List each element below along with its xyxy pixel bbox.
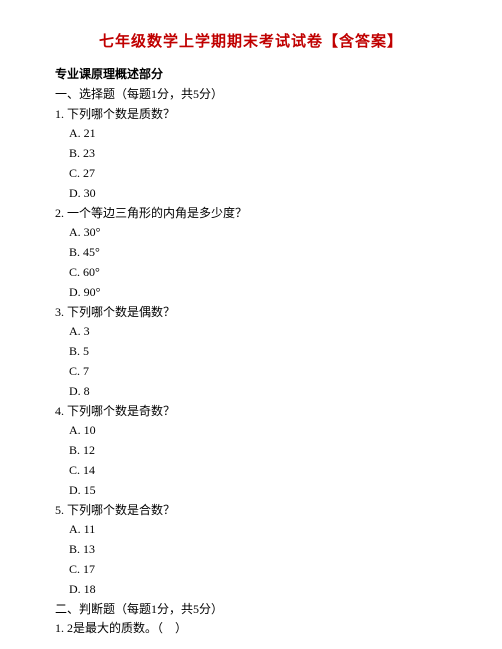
q2-stem: 2. 一个等边三角形的内角是多少度？	[55, 204, 447, 224]
q1-stem: 1. 下列哪个数是质数？	[55, 105, 447, 125]
q1-d: D. 30	[55, 184, 447, 204]
j1: 1. 2是最大的质数。（ ）	[55, 619, 447, 639]
q2-a: A. 30°	[55, 223, 447, 243]
section-choice: 一、选择题（每题1分，共5分）	[55, 85, 447, 105]
q4-stem: 4. 下列哪个数是奇数？	[55, 402, 447, 422]
q1-c: C. 27	[55, 164, 447, 184]
page-title: 七年级数学上学期期末考试试卷【含答案】	[55, 30, 447, 51]
q2-c: C. 60°	[55, 263, 447, 283]
q3-d: D. 8	[55, 382, 447, 402]
q4-b: B. 12	[55, 441, 447, 461]
q5-d: D. 18	[55, 580, 447, 600]
q3-b: B. 5	[55, 342, 447, 362]
q2-d: D. 90°	[55, 283, 447, 303]
q4-c: C. 14	[55, 461, 447, 481]
q3-a: A. 3	[55, 322, 447, 342]
q5-a: A. 11	[55, 520, 447, 540]
q1-a: A. 21	[55, 124, 447, 144]
q1-b: B. 23	[55, 144, 447, 164]
q4-d: D. 15	[55, 481, 447, 501]
q3-c: C. 7	[55, 362, 447, 382]
q2-b: B. 45°	[55, 243, 447, 263]
q3-stem: 3. 下列哪个数是偶数？	[55, 303, 447, 323]
section-judge: 二、判断题（每题1分，共5分）	[55, 600, 447, 620]
q4-a: A. 10	[55, 421, 447, 441]
subheader: 专业课原理概述部分	[55, 65, 447, 85]
q5-stem: 5. 下列哪个数是合数？	[55, 501, 447, 521]
q5-c: C. 17	[55, 560, 447, 580]
q5-b: B. 13	[55, 540, 447, 560]
